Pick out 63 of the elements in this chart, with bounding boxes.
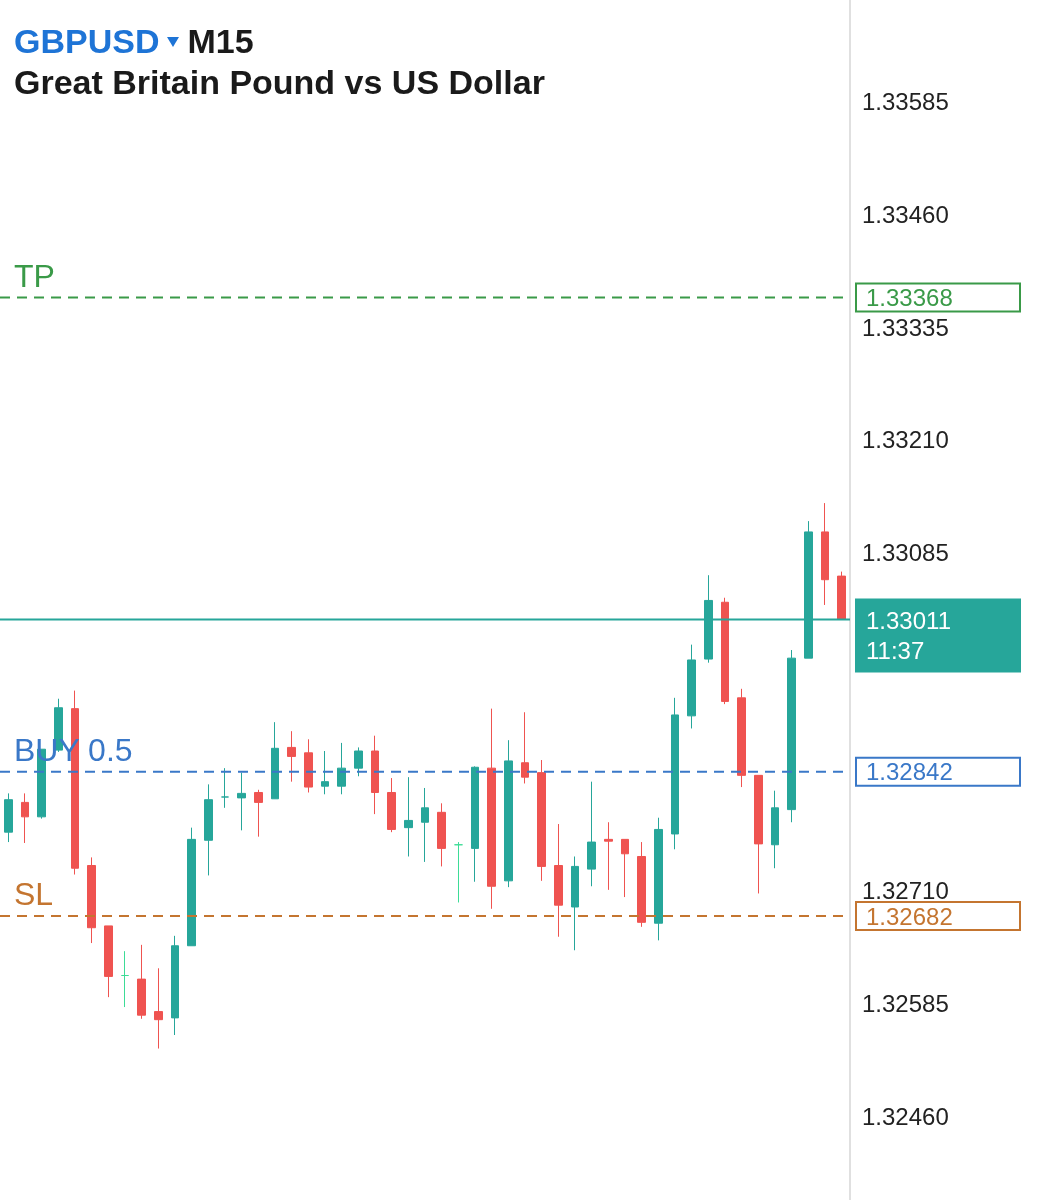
candlestick xyxy=(537,759,546,882)
text: 1.32682 xyxy=(866,902,953,930)
candlestick xyxy=(337,742,346,795)
candlestick xyxy=(237,772,246,831)
candlestick xyxy=(771,790,779,869)
candlestick xyxy=(321,750,329,795)
candlestick xyxy=(304,738,313,793)
y-tick-label: 1.33460 xyxy=(862,201,949,229)
candlestick xyxy=(121,950,129,1008)
candlestick xyxy=(254,789,263,838)
text: 11:37 xyxy=(866,636,925,664)
candlestick xyxy=(587,781,596,887)
candlestick xyxy=(154,967,163,1050)
y-tick-label: 1.33210 xyxy=(862,426,949,454)
candlestick xyxy=(471,765,479,883)
candlestick xyxy=(354,746,363,777)
candlestick xyxy=(504,739,513,888)
candlestick xyxy=(104,925,113,998)
y-tick-label: 1.33585 xyxy=(862,88,949,116)
text: 1.33368 xyxy=(866,284,953,312)
y-tick-label: 1.32585 xyxy=(862,989,949,1017)
ref-line-label: TP xyxy=(14,257,55,294)
candlestick xyxy=(421,787,429,863)
candlestick xyxy=(604,821,613,891)
candlestick xyxy=(21,792,29,844)
candlestick xyxy=(654,817,663,941)
candlestick xyxy=(187,827,196,947)
candlestick xyxy=(454,841,463,903)
candlestick xyxy=(221,767,229,809)
candlestick xyxy=(821,502,829,606)
candlestick xyxy=(554,823,563,938)
candlestick xyxy=(4,792,13,843)
y-tick-label: 1.32460 xyxy=(862,1102,949,1130)
candlestick xyxy=(754,774,763,894)
ref-line-label: SL xyxy=(14,876,54,912)
candlestick xyxy=(404,776,413,857)
text: Great Britain Pound vs US Dollar xyxy=(14,63,545,102)
candlestick xyxy=(687,644,696,729)
candlestick xyxy=(387,777,396,833)
candlestick xyxy=(204,783,213,876)
candlestick xyxy=(137,944,146,1020)
candlestick xyxy=(371,735,379,815)
text: 1.33011 xyxy=(866,606,951,634)
candlestick xyxy=(437,802,446,867)
candlestick xyxy=(721,597,729,705)
candlestick xyxy=(837,571,846,620)
candlestick xyxy=(787,649,796,823)
candlestick xyxy=(571,856,579,951)
y-tick-label: 1.33335 xyxy=(862,313,949,341)
candlestick xyxy=(621,838,629,898)
candlestick xyxy=(87,856,96,944)
candlestick xyxy=(287,730,296,783)
candlestick xyxy=(487,708,496,910)
y-tick-label: 1.32710 xyxy=(862,877,949,905)
candlestick xyxy=(737,688,746,788)
candlestick xyxy=(521,711,529,784)
candlestick xyxy=(671,697,679,850)
candlestick xyxy=(171,935,179,1036)
candlestick xyxy=(271,721,279,800)
text: GBPUSD M15 xyxy=(14,22,254,61)
text: 1.32842 xyxy=(866,758,953,786)
y-tick-label: 1.33085 xyxy=(862,539,949,567)
candlestick xyxy=(637,841,646,928)
